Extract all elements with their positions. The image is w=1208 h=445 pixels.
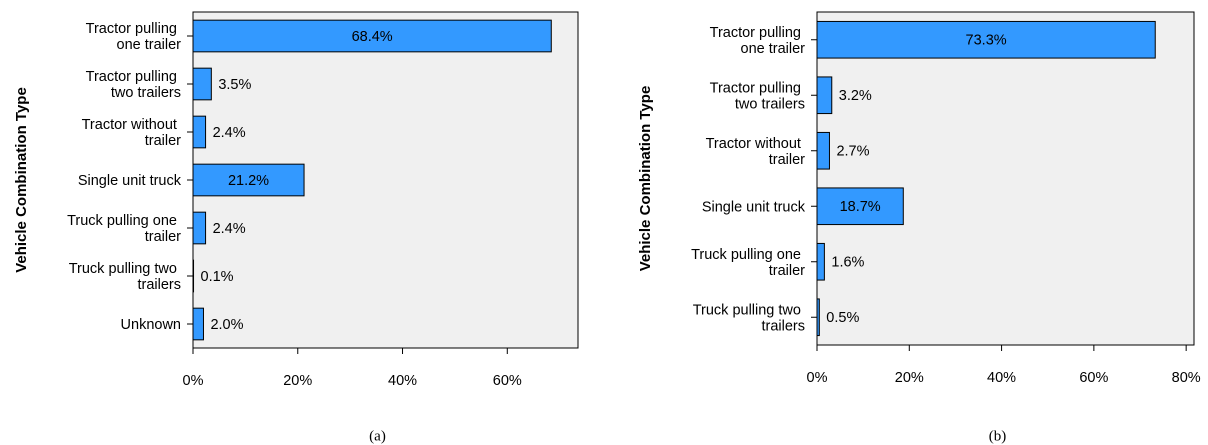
bar (816, 131, 830, 170)
value-label: 2.4% (213, 125, 246, 141)
bar (192, 19, 552, 53)
y-axis-label: Vehicle Combination Type (13, 87, 30, 273)
bar (192, 211, 207, 245)
value-label: 18.7% (840, 199, 881, 215)
plot-area (816, 11, 1195, 346)
bar (192, 259, 195, 293)
value-label: 2.0% (210, 317, 243, 333)
x-tick-label: 80% (1172, 370, 1201, 386)
bar (816, 76, 833, 115)
value-label: 3.5% (218, 77, 251, 93)
y-tick-label: Tractor pulling one trailer (86, 21, 182, 53)
y-tick-label: Single unit truck (702, 199, 806, 215)
value-label: 21.2% (228, 173, 269, 189)
x-tick-label: 20% (283, 373, 312, 389)
value-label: 1.6% (831, 255, 864, 271)
x-tick-label: 60% (1079, 370, 1108, 386)
x-tick-label: 0% (807, 370, 828, 386)
y-axis-label: Vehicle Combination Type (637, 86, 654, 272)
y-tick-label: Tractor pulling one trailer (710, 25, 806, 57)
y-tick-label: Tractor pulling two trailers (710, 80, 805, 112)
bar (192, 307, 204, 341)
bar (816, 242, 825, 281)
y-tick-label: Truck pulling two trailers (69, 261, 181, 293)
y-tick-label: Truck pulling one trailer (67, 213, 181, 245)
value-label: 0.5% (826, 310, 859, 326)
bar (192, 67, 212, 101)
x-tick-label: 0% (183, 373, 204, 389)
bar (192, 115, 207, 149)
value-label: 2.7% (836, 144, 869, 160)
x-tick-label: 60% (493, 373, 522, 389)
y-tick-label: Tractor without trailer (706, 136, 806, 168)
caption: (b) (989, 428, 1007, 444)
bar (816, 20, 1156, 59)
x-tick-label: 20% (895, 370, 924, 386)
y-tick-label: Single unit truck (78, 173, 182, 189)
caption: (a) (369, 428, 386, 444)
y-tick-label: Unknown (121, 317, 181, 333)
value-label: 68.4% (352, 29, 393, 45)
value-label: 2.4% (213, 221, 246, 237)
value-label: 0.1% (201, 269, 234, 285)
bar (816, 298, 820, 337)
bar (816, 187, 904, 226)
value-label: 73.3% (966, 33, 1007, 49)
y-tick-label: Tractor without trailer (82, 117, 182, 149)
value-label: 3.2% (839, 88, 872, 104)
x-tick-label: 40% (388, 373, 417, 389)
y-tick-label: Truck pulling two trailers (693, 302, 805, 334)
bar (192, 163, 305, 197)
y-tick-label: Truck pulling one trailer (691, 247, 805, 279)
x-tick-label: 40% (987, 370, 1016, 386)
y-tick-label: Tractor pulling two trailers (86, 69, 181, 101)
